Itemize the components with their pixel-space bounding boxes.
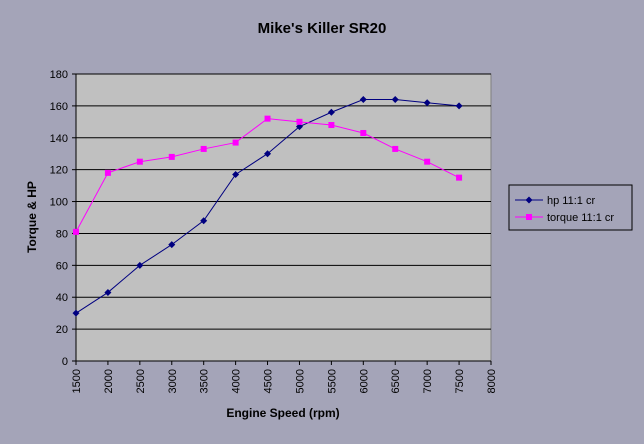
series-0-point-6: [264, 150, 272, 158]
series-0: [72, 96, 463, 317]
series-0-point-8: [327, 108, 335, 116]
series-1-point-8: [328, 122, 335, 129]
x-tick-label-7: 5000: [294, 369, 306, 393]
y-tick-label-5: 100: [50, 197, 68, 209]
series-1-point-1: [104, 169, 111, 176]
series-1-point-12: [456, 174, 463, 181]
series-0-point-0: [72, 309, 80, 317]
x-tick-label-0: 1500: [71, 369, 83, 393]
x-tick-label-2: 2500: [135, 369, 147, 393]
series-1-point-3: [168, 153, 175, 160]
series-1-point-10: [392, 145, 399, 152]
y-tick-label-4: 80: [56, 228, 68, 240]
y-tick-label-2: 40: [56, 292, 68, 304]
series-0-point-4: [200, 217, 208, 225]
x-tick-label-4: 3500: [199, 369, 211, 393]
legend-label-0: hp 11:1 cr: [547, 195, 595, 207]
legend-marker-0: [525, 196, 533, 204]
series-1-point-4: [200, 145, 207, 152]
x-tick-label-13: 8000: [486, 369, 498, 393]
x-tick-label-12: 7500: [454, 369, 466, 393]
x-tick-label-8: 5500: [326, 369, 338, 393]
y-axis-title: Torque & HP: [25, 181, 39, 253]
series-0-point-2: [136, 261, 144, 269]
series-group: [72, 96, 463, 317]
y-tick-label-3: 60: [56, 260, 68, 272]
series-0-point-7: [295, 123, 303, 131]
series-0-point-11: [423, 99, 431, 107]
series-0-point-1: [104, 288, 112, 296]
grid-lines: [76, 73, 491, 330]
series-1-point-6: [264, 115, 271, 122]
x-tick-label-10: 6500: [390, 369, 402, 393]
y-tick-labels: 0 20 40 60 80 100 120 140 160 180: [50, 69, 68, 368]
x-tick-label-5: 4000: [231, 369, 243, 393]
y-tick-label-9: 180: [50, 69, 68, 81]
x-tick-label-11: 7000: [422, 369, 434, 393]
x-axis-title: Engine Speed (rpm): [226, 406, 339, 420]
series-0-point-9: [359, 96, 367, 104]
chart-title: Mike's Killer SR20: [258, 20, 387, 37]
series-0-point-12: [455, 102, 463, 110]
series-1-point-11: [424, 158, 431, 165]
series-1-point-7: [296, 118, 303, 125]
series-0-point-10: [391, 96, 399, 104]
y-tick-label-7: 140: [50, 133, 68, 145]
series-0-point-5: [232, 170, 240, 178]
x-tick-labels: 1500 2000 2500 3000 3500 4000 4500 5000 5500 6000…: [71, 369, 498, 393]
x-tick-label-3: 3000: [167, 369, 179, 393]
series-1-point-0: [73, 228, 79, 235]
series-0-point-3: [168, 241, 176, 249]
legend-marker-1: [526, 214, 532, 220]
series-1-point-2: [136, 158, 143, 165]
y-tick-label-6: 120: [50, 165, 68, 177]
y-tick-label-1: 20: [56, 324, 68, 336]
series-1-point-5: [232, 139, 239, 146]
x-tick-label-1: 2000: [103, 369, 115, 393]
x-tick-label-6: 4500: [263, 369, 275, 393]
series-1: [73, 115, 463, 235]
x-tick-label-9: 6000: [358, 369, 370, 393]
y-tick-label-0: 0: [62, 356, 68, 368]
legend-box: [508, 184, 633, 231]
legend-label-1: torque 11:1 cr: [547, 212, 614, 224]
plot-area: [75, 73, 492, 362]
series-1-point-9: [360, 129, 367, 136]
legend: hp 11:1 cr torque 11:1 cr: [508, 184, 633, 231]
y-tick-label-8: 160: [50, 101, 68, 113]
